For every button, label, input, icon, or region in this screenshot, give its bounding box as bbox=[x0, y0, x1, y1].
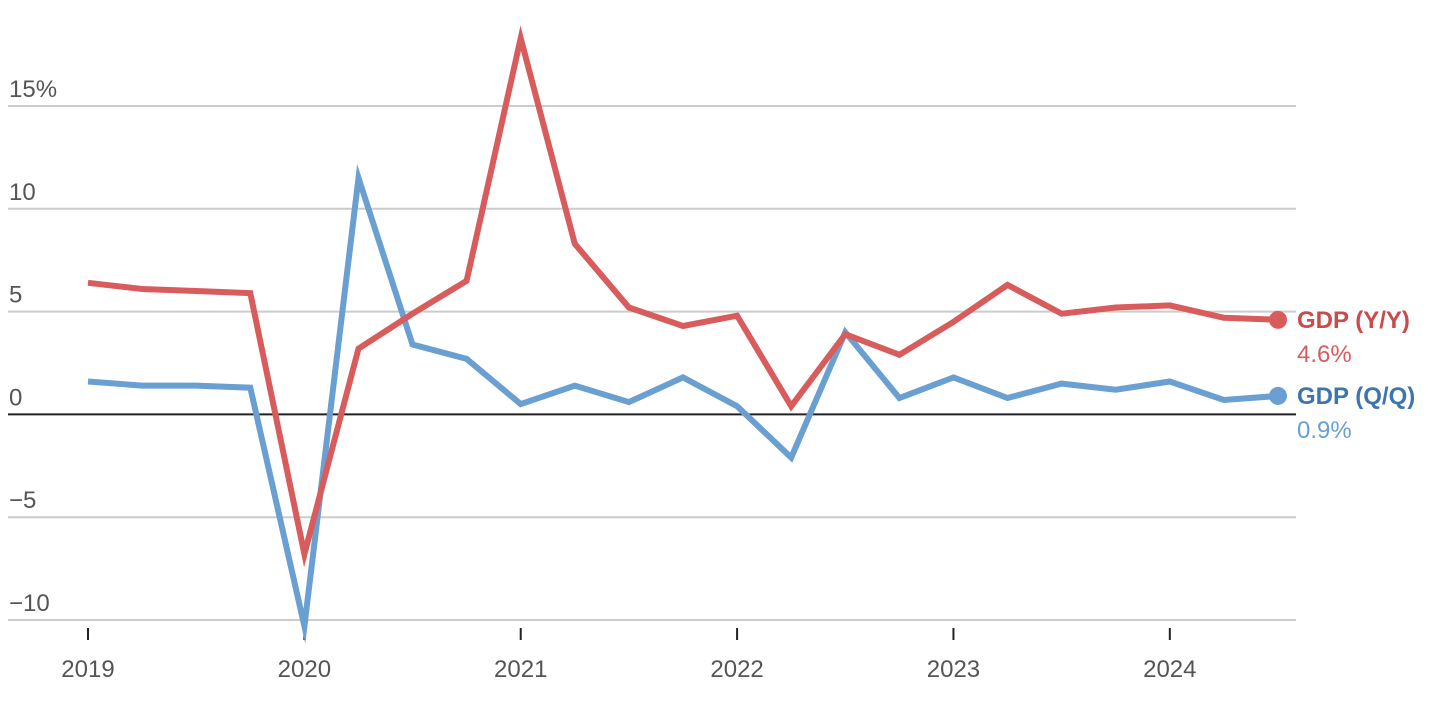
series-value-label: 0.9% bbox=[1297, 417, 1352, 444]
x-tick-label: 2020 bbox=[278, 656, 331, 683]
series-lines bbox=[87, 25, 1279, 644]
y-tick-label: 0 bbox=[9, 384, 22, 411]
series-name-label: GDP (Q/Q) bbox=[1297, 383, 1415, 410]
x-tick-label: 2022 bbox=[710, 656, 763, 683]
y-tick-label: 10 bbox=[9, 179, 36, 206]
y-tick-label: 5 bbox=[9, 282, 22, 309]
series-value-label: 4.6% bbox=[1297, 341, 1352, 368]
x-tick-label: 2023 bbox=[927, 656, 980, 683]
x-tick-label: 2024 bbox=[1143, 656, 1196, 683]
x-tick-label: 2019 bbox=[61, 656, 114, 683]
grid-lines: −10 −5 0 5 10 15% bbox=[8, 76, 1296, 621]
y-tick-label: −10 bbox=[9, 590, 50, 617]
y-tick-label: 15% bbox=[9, 76, 57, 103]
x-axis: 2019 2020 2021 2022 2023 2024 bbox=[61, 628, 1197, 683]
series-line-gdp-qq bbox=[87, 164, 1279, 644]
series-end-marker bbox=[1269, 386, 1287, 405]
series-line-gdp-yy bbox=[87, 25, 1279, 568]
series-labels: GDP (Y/Y) 4.6% GDP (Q/Q) 0.9% bbox=[1269, 307, 1415, 444]
x-tick-label: 2021 bbox=[494, 656, 547, 683]
series-end-marker bbox=[1269, 310, 1287, 329]
y-tick-label: −5 bbox=[9, 487, 36, 514]
series-name-label: GDP (Y/Y) bbox=[1297, 307, 1410, 334]
